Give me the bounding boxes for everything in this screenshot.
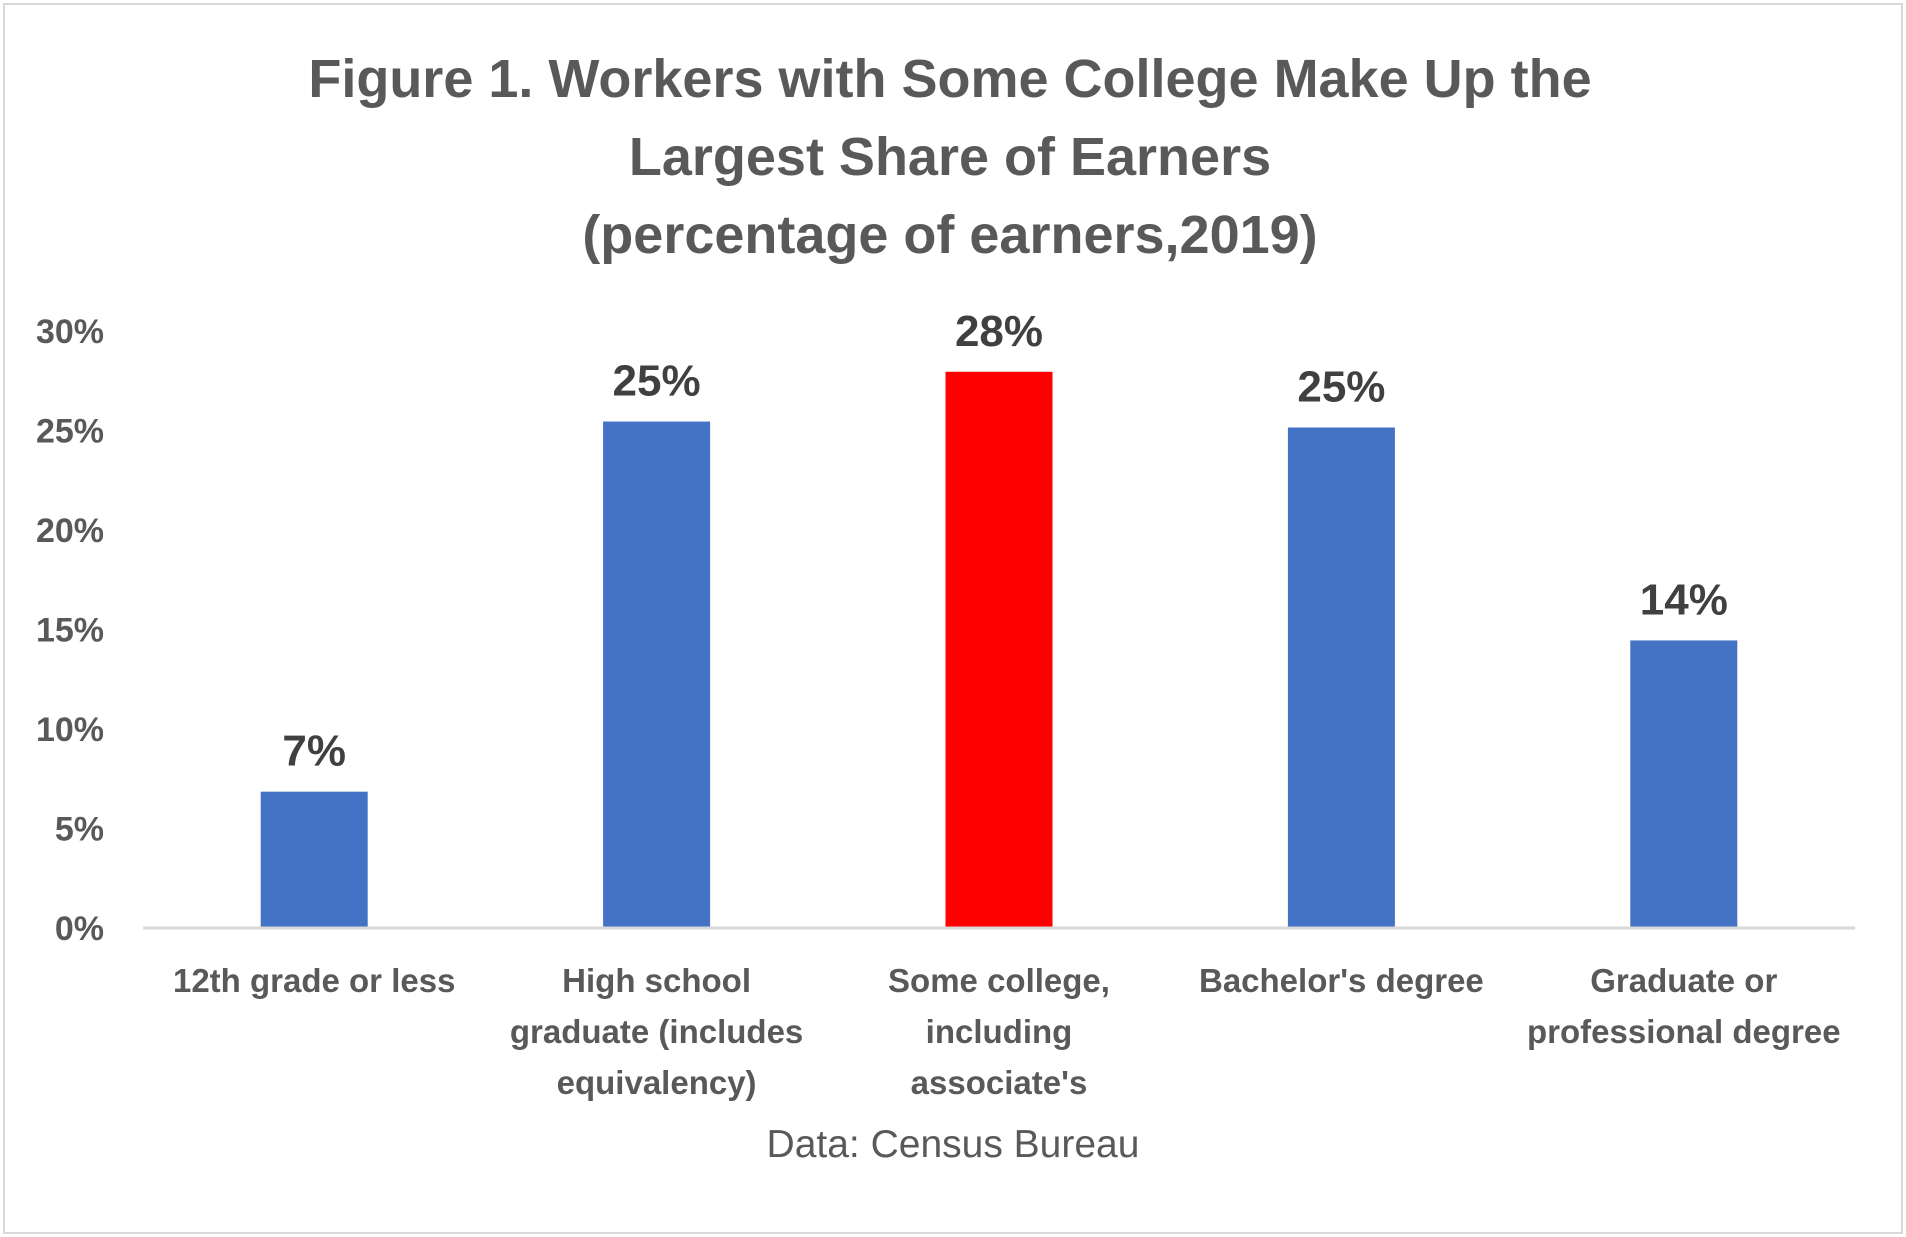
x-category-label: Some college, including associate's (888, 962, 1110, 1101)
y-tick-label: 5% (55, 811, 104, 849)
x-category-label: 12th grade or less (173, 962, 455, 999)
data-label: 7% (282, 727, 346, 776)
data-label: 28% (955, 307, 1043, 356)
x-axis-category-labels: 12th grade or less High school graduate (i… (173, 962, 1841, 1101)
data-label: 25% (1297, 363, 1385, 412)
y-tick-label: 25% (36, 413, 104, 451)
y-axis-tick-labels: 0% 5% 10% 15% 20% 25% 30% (36, 313, 104, 948)
y-tick-label: 0% (55, 910, 104, 948)
bar (603, 421, 711, 927)
bar (260, 791, 368, 927)
x-category-label: Graduate or professional degree (1527, 962, 1841, 1050)
chart-title-line-3: (percentage of earners,2019) (582, 205, 1318, 265)
bars (260, 371, 1738, 927)
y-tick-label: 15% (36, 612, 104, 650)
bar (1287, 427, 1395, 927)
chart-title-line-2: Largest Share of Earners (628, 127, 1272, 187)
data-labels: 7% 25% 28% 25% 14% (282, 307, 1727, 776)
y-tick-label: 10% (36, 711, 104, 749)
x-category-label: High school graduate (includes equivalency… (510, 962, 803, 1101)
source-note: Data: Census Bureau (766, 1123, 1140, 1166)
x-category-label: Bachelor's degree (1199, 962, 1484, 999)
y-tick-label: 30% (36, 313, 104, 351)
bar (1630, 640, 1738, 927)
bar (945, 371, 1053, 927)
data-label: 14% (1640, 575, 1728, 624)
chart-title: Figure 1. Workers with Some College Make… (100, 40, 1800, 274)
data-label: 25% (613, 357, 701, 406)
chart-title-line-1: Figure 1. Workers with Some College Make… (308, 49, 1592, 109)
y-tick-label: 20% (36, 512, 104, 550)
